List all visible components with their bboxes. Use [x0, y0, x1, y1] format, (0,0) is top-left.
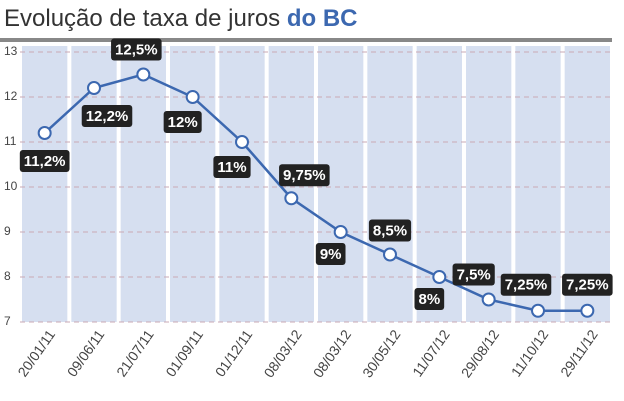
- data-point: [235, 135, 249, 149]
- chart-title: Evolução de taxa de juros do BC: [4, 5, 358, 32]
- column-band: [120, 46, 166, 322]
- value-label: 7,5%: [452, 263, 495, 286]
- value-label-text: 9%: [320, 246, 342, 263]
- value-label-box: [111, 38, 162, 61]
- x-tick-label: 30/05/12: [359, 326, 403, 380]
- value-label-box: [163, 111, 202, 133]
- column-band: [367, 46, 413, 322]
- x-tick-label: 01/12/11: [212, 327, 256, 380]
- x-tick-label: 11/07/12: [409, 327, 453, 380]
- y-tick-label: 8: [4, 269, 11, 283]
- value-label-box: [19, 150, 70, 172]
- x-tick-label: 29/08/12: [458, 326, 502, 380]
- value-label-text: 7,25%: [566, 277, 609, 294]
- title-text: Evolução de taxa de juros: [4, 5, 280, 32]
- value-label-text: 11%: [217, 159, 246, 176]
- column-band: [219, 46, 265, 322]
- y-tick-label: 9: [4, 224, 11, 238]
- data-point: [136, 67, 151, 82]
- title-rule: [0, 38, 612, 42]
- x-tick-label: 08/03/12: [310, 326, 354, 380]
- data-point: [87, 81, 101, 95]
- x-tick-label: 01/09/11: [162, 327, 206, 380]
- value-label-text: 12,5%: [115, 41, 158, 58]
- column-band: [22, 46, 68, 322]
- value-label: 8,5%: [368, 219, 412, 242]
- value-label-box: [81, 105, 133, 127]
- title-highlight: do BC: [287, 5, 358, 32]
- data-point: [432, 270, 447, 284]
- value-label-text: 7,5%: [457, 266, 491, 283]
- value-label-box: [368, 219, 412, 242]
- data-point: [333, 225, 348, 239]
- value-label: 7,25%: [500, 273, 552, 296]
- value-label: 12,5%: [111, 38, 162, 61]
- value-label-text: 8,5%: [373, 222, 407, 239]
- x-tick-label: 08/03/12: [260, 326, 304, 380]
- y-tick-label: 10: [4, 179, 18, 193]
- value-label: 8%: [414, 288, 445, 310]
- x-tick-label: 29/11/12: [557, 327, 601, 380]
- y-tick-label: 13: [4, 44, 18, 58]
- data-point: [185, 90, 200, 104]
- value-label: 11,2%: [19, 150, 70, 172]
- value-label: 11%: [213, 156, 251, 178]
- column-band: [170, 46, 216, 322]
- x-tick-label: 09/06/11: [64, 327, 108, 380]
- y-tick-label: 11: [4, 134, 17, 148]
- series-line: [43, 73, 588, 312]
- value-label-text: 9,75%: [283, 167, 326, 184]
- y-tick-label: 7: [4, 314, 11, 328]
- value-label: 9%: [315, 243, 346, 265]
- value-label-box: [213, 156, 251, 178]
- value-label: 9,75%: [279, 164, 330, 187]
- value-label-box: [500, 273, 552, 296]
- value-label-text: 11,2%: [24, 153, 66, 170]
- value-label-box: [315, 243, 346, 265]
- x-tick-label: 20/01/11: [14, 327, 58, 380]
- data-point: [481, 292, 496, 307]
- data-point: [284, 191, 299, 206]
- value-label-box: [414, 288, 445, 310]
- y-tick-label: 12: [4, 89, 18, 103]
- value-label-box: [279, 164, 330, 187]
- data-point: [37, 126, 52, 140]
- data-point: [383, 247, 397, 262]
- data-point: [580, 303, 595, 318]
- value-label: 7,25%: [562, 273, 613, 296]
- value-label-box: [562, 273, 613, 296]
- value-label: 12,2%: [81, 105, 133, 127]
- value-label-text: 12,2%: [86, 108, 129, 125]
- x-tick-label: 21/07/11: [113, 327, 157, 380]
- value-label-text: 7,25%: [505, 277, 548, 294]
- data-point: [531, 303, 545, 318]
- value-label-text: 12%: [168, 114, 198, 131]
- value-label-box: [452, 263, 495, 286]
- x-tick-label: 11/10/12: [508, 327, 552, 380]
- value-label-text: 8%: [418, 291, 440, 308]
- value-label: 12%: [163, 111, 202, 133]
